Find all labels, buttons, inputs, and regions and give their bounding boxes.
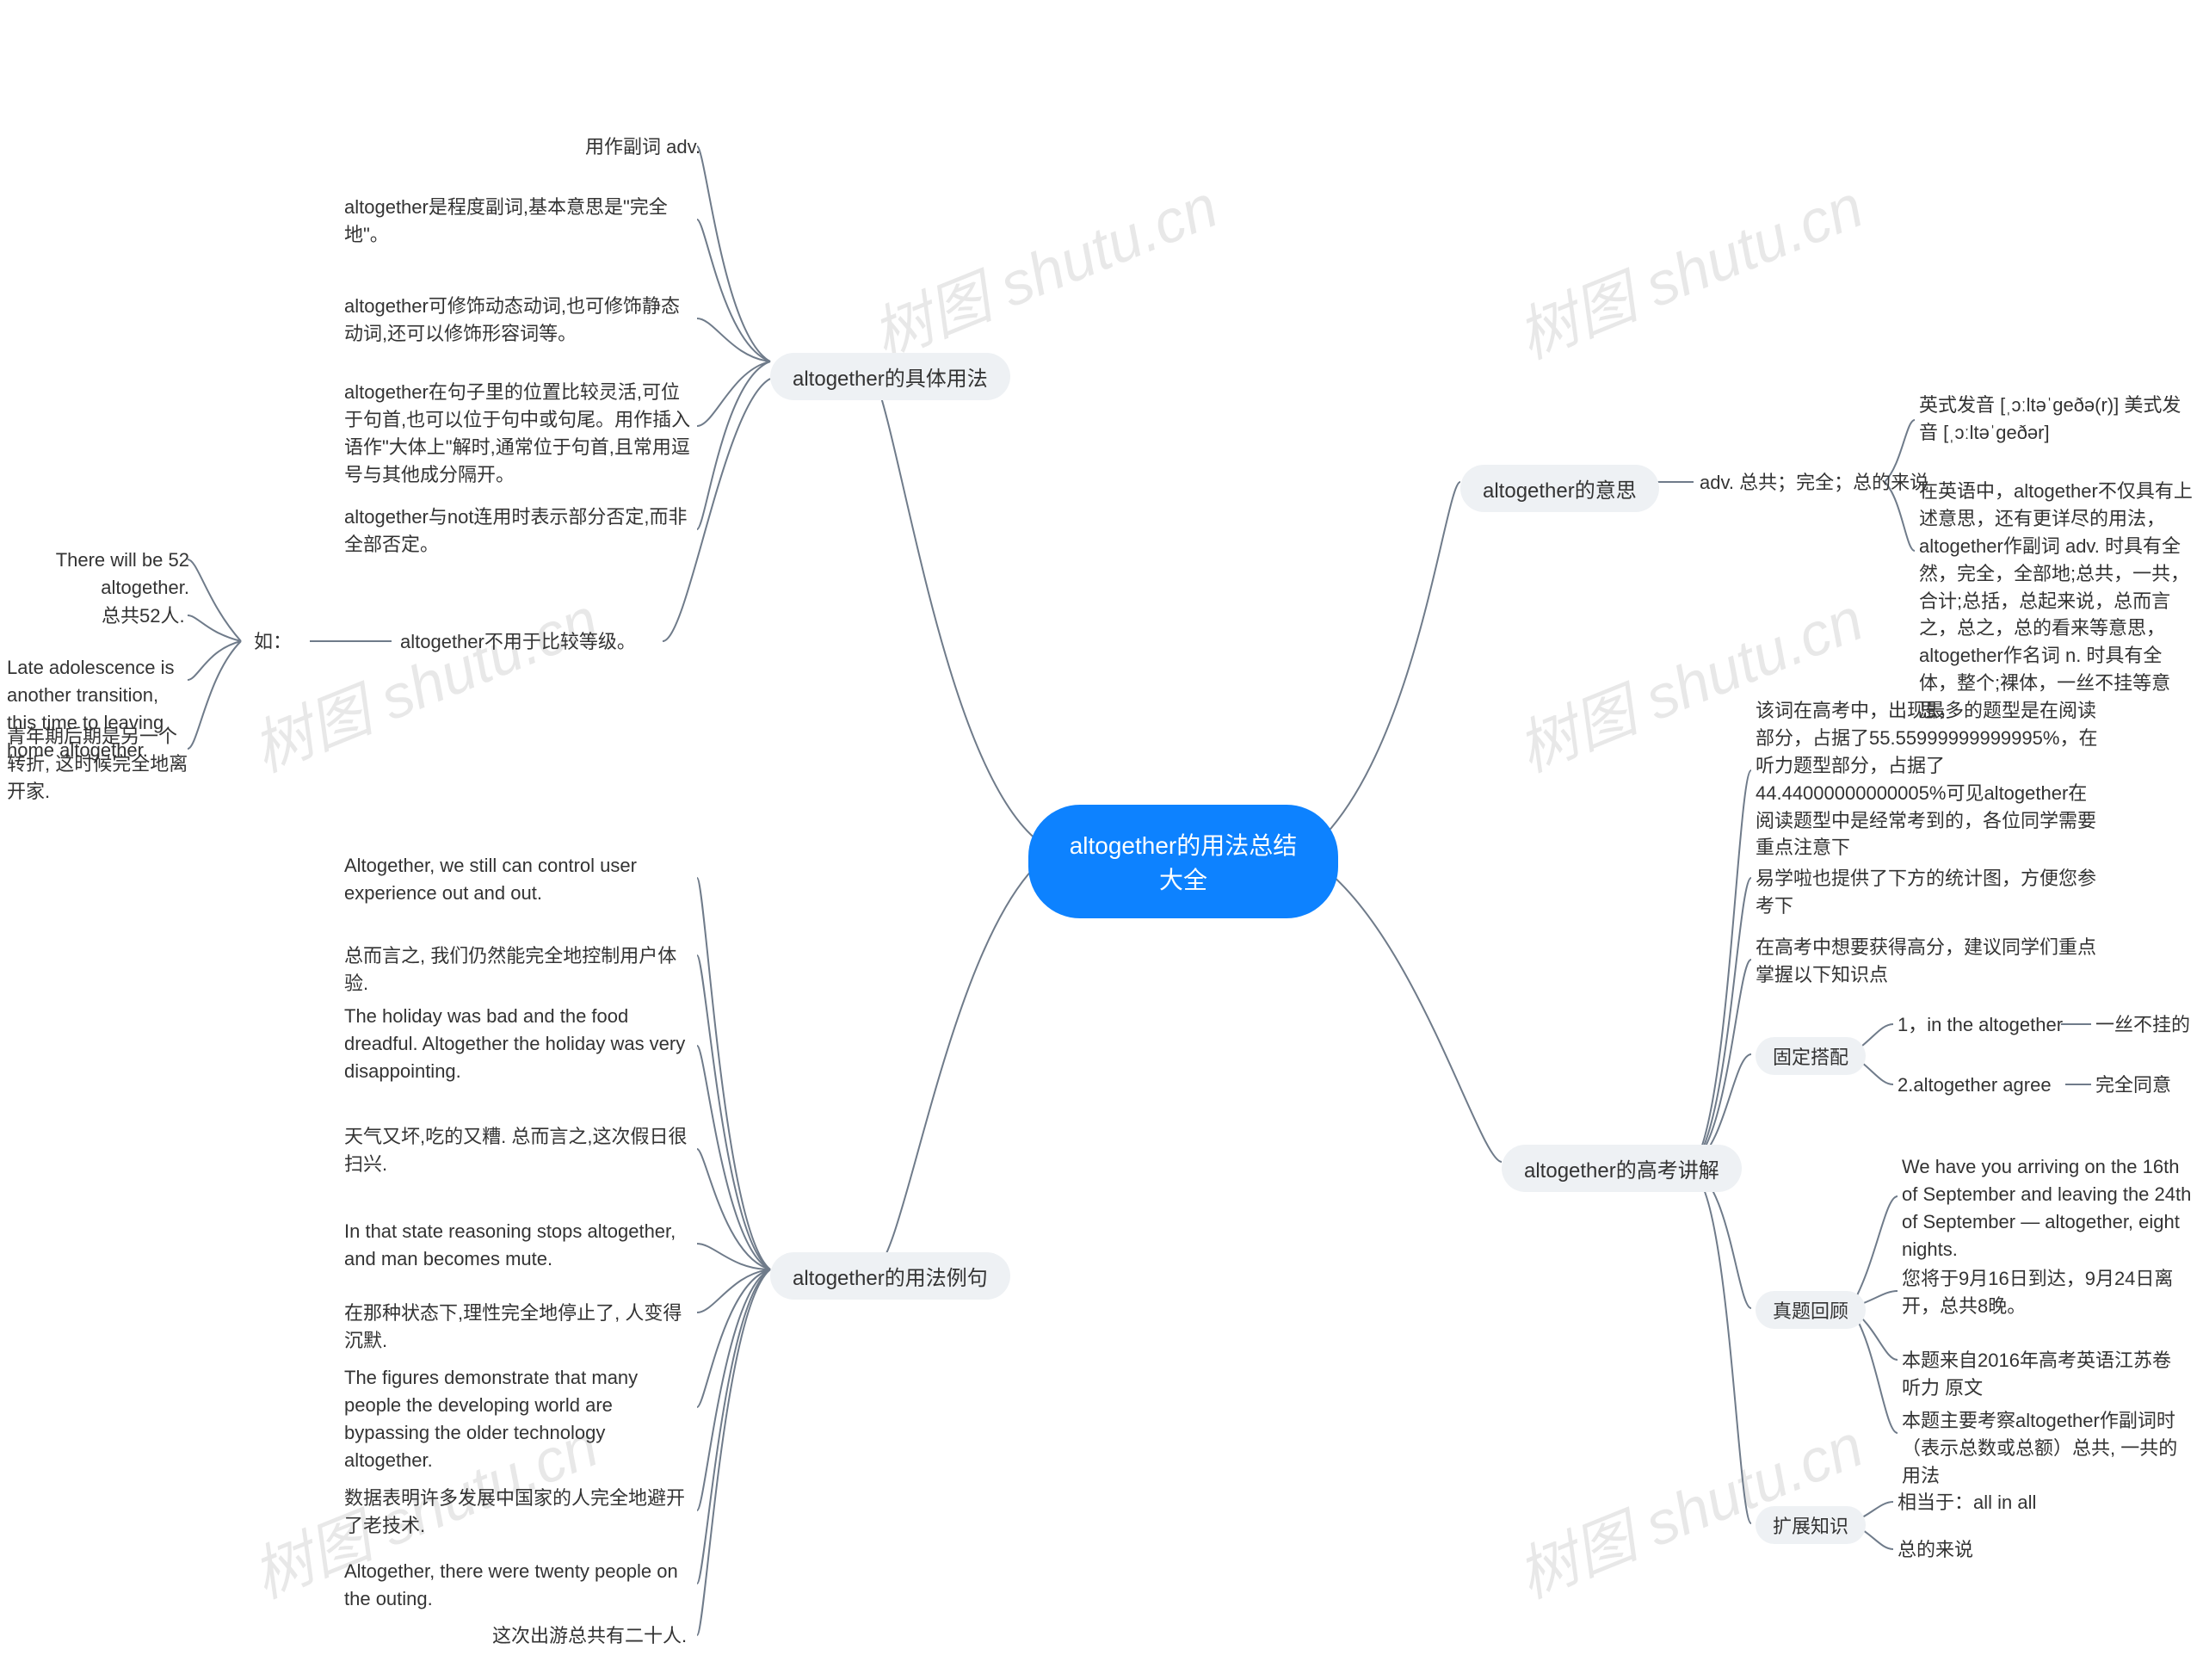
gaokao-item: 易学啦也提供了下方的统计图，方便您参考下 xyxy=(1756,865,2100,920)
meaning-item: 在英语中，altogether不仅具有上述意思，还有更详尽的用法，altoget… xyxy=(1919,478,2194,725)
example-item: 这次出游总共有二十人. xyxy=(492,1622,707,1650)
example-item: 数据表明许多发展中国家的人完全地避开了老技术. xyxy=(344,1485,697,1540)
watermark: 树图 shutu.cn xyxy=(238,571,609,789)
gaokao-ext-label: 扩展知识 xyxy=(1756,1506,1866,1544)
real-item: 您将于9月16日到达，9月24日离开，总共8晚。 xyxy=(1902,1265,2194,1320)
gaokao-item: 在高考中想要获得高分，建议同学们重点掌握以下知识点 xyxy=(1756,934,2100,989)
branch-examples: altogether的用法例句 xyxy=(770,1252,1010,1300)
meaning-adv: adv. 总共；完全；总的来说 xyxy=(1700,469,1928,497)
usage-item: altogether在句子里的位置比较灵活,可位于句首,也可以位于句中或句尾。用… xyxy=(344,379,697,489)
example-item: The holiday was bad and the food dreadfu… xyxy=(344,1003,697,1085)
usage-example: 青年期后期是另一个转折, 这时候完全地离开家. xyxy=(7,723,192,806)
fixed-row-l: 1，in the altogether xyxy=(1898,1011,2063,1039)
meaning-item: 英式发音 [ˌɔːltəˈɡeðə(r)] 美式发音 [ˌɔːltəˈɡeðər… xyxy=(1919,392,2194,447)
usage-example: There will be 52 altogether. xyxy=(26,547,189,602)
usage-example: 总共52人. xyxy=(102,602,185,630)
example-item: The figures demonstrate that many people… xyxy=(344,1364,697,1474)
real-item: 本题来自2016年高考英语江苏卷 听力 原文 xyxy=(1902,1347,2194,1402)
fixed-row-r: 一丝不挂的 xyxy=(2095,1011,2190,1039)
usage-item: 用作副词 adv. xyxy=(585,133,700,161)
branch-usage: altogether的具体用法 xyxy=(770,353,1010,400)
real-item: We have you arriving on the 16th of Sept… xyxy=(1902,1153,2194,1263)
gaokao-real-label: 真题回顾 xyxy=(1756,1291,1866,1329)
usage-item: altogether可修饰动态动词,也可修饰静态动词,还可以修饰形容词等。 xyxy=(344,293,697,348)
fixed-row-l: 2.altogether agree xyxy=(1898,1072,2052,1099)
gaokao-fixed-label: 固定搭配 xyxy=(1756,1037,1866,1075)
usage-item: altogether是程度副词,基本意思是"完全地"。 xyxy=(344,194,697,249)
example-item: 在那种状态下,理性完全地停止了, 人变得沉默. xyxy=(344,1300,697,1355)
example-item: Altogether, there were twenty people on … xyxy=(344,1558,697,1613)
branch-gaokao: altogether的高考讲解 xyxy=(1502,1145,1742,1192)
usage-sub-prefix: 如： xyxy=(254,628,292,656)
example-item: In that state reasoning stops altogether… xyxy=(344,1218,697,1273)
branch-meaning: altogether的意思 xyxy=(1460,465,1659,512)
fixed-row-r: 完全同意 xyxy=(2095,1072,2171,1099)
example-item: Altogether, we still can control user ex… xyxy=(344,852,697,907)
example-item: 天气又坏,吃的又糟. 总而言之,这次假日很扫兴. xyxy=(344,1123,697,1178)
usage-item: altogether与not连用时表示部分否定,而非全部否定。 xyxy=(344,503,697,559)
center-node: altogether的用法总结大全 xyxy=(1028,805,1338,918)
example-item: 总而言之, 我们仍然能完全地控制用户体验. xyxy=(344,942,697,998)
watermark: 树图 shutu.cn xyxy=(858,158,1229,376)
real-item: 本题主要考察altogether作副词时（表示总数或总额）总共, 一共的用法 xyxy=(1902,1407,2194,1490)
ext-item: 总的来说 xyxy=(1898,1536,1973,1564)
gaokao-item: 该词在高考中，出现最多的题型是在阅读部分，占据了55.5599999999999… xyxy=(1756,697,2100,862)
usage-sub-label: altogether不用于比较等级。 xyxy=(400,628,636,656)
ext-item: 相当于：all in all xyxy=(1898,1489,2036,1516)
watermark: 树图 shutu.cn xyxy=(1503,158,1874,376)
